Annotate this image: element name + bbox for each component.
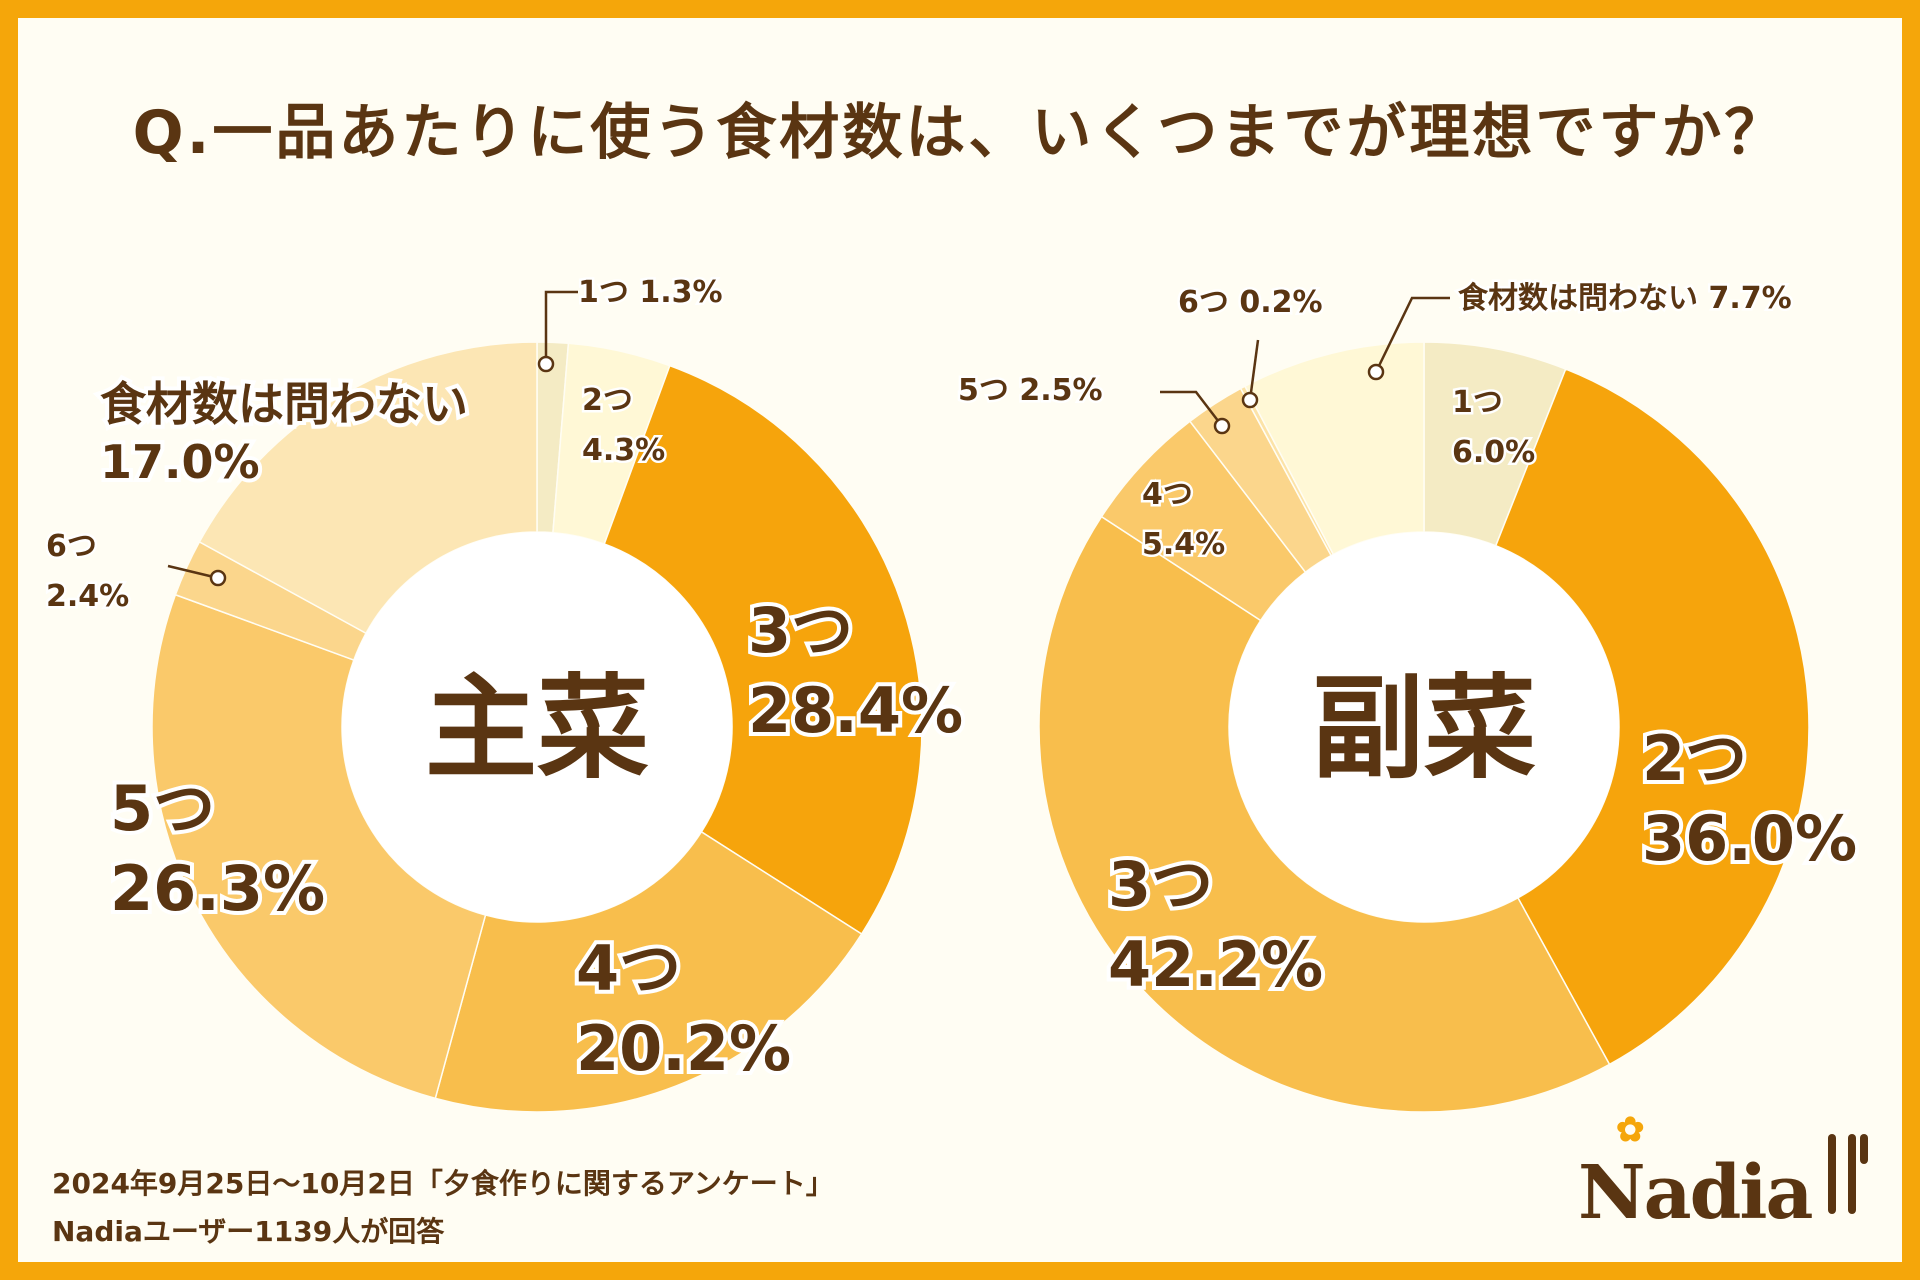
slice-label-1-4-leader-dot [1213,417,1231,435]
slice-label-0-5: 6つ 2.4% [46,529,129,614]
slice-label-0-1: 2つ 4.3% [582,383,665,468]
center-label-1: 副菜 [1312,664,1536,794]
survey-respondents: Nadiaユーザー1139人が回答 [52,1215,445,1248]
donut-hole-1 [1229,532,1619,922]
slice-label-0-5-leader [167,564,219,580]
donut-chart-main-dish: 主菜 1つ 1.3% 2つ 4.3% 3つ 28.4% 4つ 20.2% 5つ 26.3% 6つ 2.… [44,273,967,1113]
slice-label-1-3: 4つ 5.4% [1142,477,1225,562]
nadia-logo: ✿ Nadia [1578,1110,1868,1236]
slice-label-1-4: 5つ 2.5% [958,373,1103,408]
slice-label-0-3: 4つ 20.2% [576,932,791,1085]
donut-chart-side-dish: 副菜 1つ 6.0% 2つ 36.0% 3つ 42.2% 4つ 5.4% 5つ 2.5% 6つ 0.… [956,279,1861,1113]
slice-label-1-5-leader-dot [1241,391,1259,409]
flower-icon: ✿ [1616,1110,1644,1150]
slice-label-0-0-leader-dot [537,355,555,373]
donut-hole-0 [342,532,732,922]
slice-label-1-6-leader-dot [1367,363,1385,381]
center-label-0: 主菜 [425,664,649,794]
slice-label-1-6-leader [1374,296,1450,373]
logo-text: Nadia [1578,1150,1813,1236]
slice-label-1-5-leader [1248,339,1260,401]
chart-title: Q.一品あたりに使う食材数は、いくつまでが理想ですか？ [132,98,1788,168]
slice-label-1-1: 2つ 36.0% [1642,722,1857,875]
slice-label-1-2: 3つ 42.2% [1108,848,1323,1001]
slice-label-1-5: 6つ 0.2% [1178,285,1323,320]
slice-label-0-0: 1つ 1.3% [578,275,723,310]
slice-label-0-4: 5つ 26.3% [110,772,325,925]
fork-icon [1828,1134,1868,1214]
survey-period: 2024年9月25日〜10月2日「夕食作りに関するアンケート」 [52,1167,834,1200]
slice-label-1-4-leader [1160,390,1223,427]
slice-label-1-6: 食材数は問わない 7.7% [1458,281,1792,316]
slice-label-0-2: 3つ 28.4% [748,594,963,747]
slice-label-0-5-leader-dot [209,569,227,587]
slice-label-0-0-leader [544,290,578,364]
slice-label-1-0: 1つ 6.0% [1452,385,1535,470]
slice-1-2 [1038,515,1611,1113]
slice-label-0-6: 食材数は問わない 17.0% [100,377,468,489]
